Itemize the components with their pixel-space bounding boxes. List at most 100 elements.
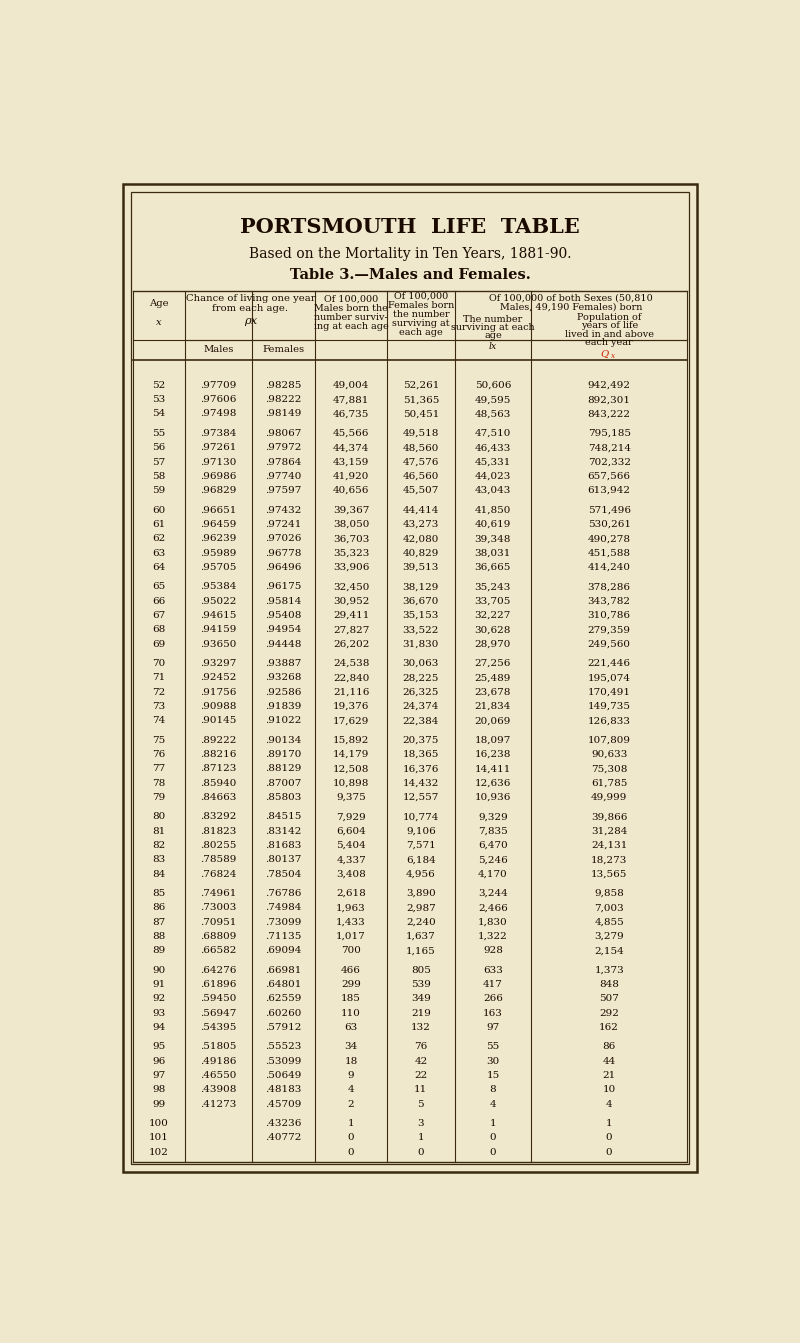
Text: 41,920: 41,920 (333, 471, 370, 481)
Text: 74: 74 (152, 716, 166, 725)
Text: 90: 90 (152, 966, 166, 975)
Text: 63: 63 (345, 1023, 358, 1031)
Text: 414,240: 414,240 (588, 563, 630, 572)
Text: .98285: .98285 (266, 381, 302, 389)
Text: .96651: .96651 (200, 506, 237, 514)
Text: 47,510: 47,510 (474, 430, 511, 438)
Text: 1,433: 1,433 (336, 917, 366, 927)
Text: .84663: .84663 (200, 792, 237, 802)
Text: 34: 34 (345, 1042, 358, 1052)
Text: .91756: .91756 (200, 688, 237, 697)
Text: .91839: .91839 (266, 702, 302, 710)
Text: 2: 2 (348, 1100, 354, 1108)
Text: 44: 44 (602, 1057, 616, 1066)
Text: 30,952: 30,952 (333, 596, 370, 606)
Text: 44,023: 44,023 (474, 471, 511, 481)
Text: 22: 22 (414, 1070, 427, 1080)
Text: 1: 1 (490, 1119, 496, 1128)
Text: 343,782: 343,782 (588, 596, 630, 606)
Text: 61,785: 61,785 (591, 779, 627, 787)
Text: 75: 75 (152, 736, 166, 745)
Text: .74961: .74961 (200, 889, 237, 898)
Text: .96175: .96175 (266, 583, 302, 591)
Text: .87123: .87123 (200, 764, 237, 774)
Text: 7,835: 7,835 (478, 827, 508, 835)
Text: 57: 57 (152, 458, 166, 466)
Text: .61896: .61896 (200, 980, 237, 988)
Text: 73: 73 (152, 702, 166, 710)
Text: 5,246: 5,246 (478, 855, 508, 865)
Text: .95384: .95384 (200, 583, 237, 591)
Text: .64801: .64801 (266, 980, 302, 988)
Text: .78504: .78504 (266, 869, 302, 878)
Text: 32,450: 32,450 (333, 583, 370, 591)
Text: 39,367: 39,367 (333, 506, 370, 514)
Text: 83: 83 (152, 855, 166, 865)
Text: 16,238: 16,238 (474, 751, 511, 759)
Text: 613,942: 613,942 (588, 486, 630, 496)
Text: 700: 700 (341, 947, 361, 955)
Text: 88: 88 (152, 932, 166, 941)
Text: 46,735: 46,735 (333, 410, 370, 419)
Text: 26,325: 26,325 (402, 688, 439, 697)
Text: 54: 54 (152, 410, 166, 419)
Text: .56947: .56947 (200, 1009, 237, 1018)
Text: 3,890: 3,890 (406, 889, 436, 898)
Text: 2,618: 2,618 (336, 889, 366, 898)
Text: 2,466: 2,466 (478, 904, 508, 912)
Text: .88129: .88129 (266, 764, 302, 774)
Text: 45,331: 45,331 (474, 458, 511, 466)
Text: 6,604: 6,604 (336, 827, 366, 835)
Text: 4,855: 4,855 (594, 917, 624, 927)
Text: 10,898: 10,898 (333, 779, 370, 787)
Text: 46,560: 46,560 (402, 471, 439, 481)
Text: 848: 848 (599, 980, 619, 988)
Text: .46550: .46550 (200, 1070, 237, 1080)
Text: 702,332: 702,332 (588, 458, 630, 466)
Text: 349: 349 (411, 994, 430, 1003)
Text: 42,080: 42,080 (402, 535, 439, 544)
Text: 163: 163 (483, 1009, 503, 1018)
Text: 14,179: 14,179 (333, 751, 370, 759)
Text: 4,170: 4,170 (478, 869, 508, 878)
Text: 33,705: 33,705 (474, 596, 511, 606)
Text: 91: 91 (152, 980, 166, 988)
Text: 30: 30 (486, 1057, 499, 1066)
Text: 76: 76 (414, 1042, 427, 1052)
Text: .97026: .97026 (266, 535, 302, 544)
Text: surviving at: surviving at (392, 320, 450, 328)
Text: 843,222: 843,222 (588, 410, 630, 419)
Text: .97740: .97740 (266, 471, 302, 481)
Text: .98222: .98222 (266, 395, 302, 404)
Text: 90,633: 90,633 (591, 751, 627, 759)
Text: x: x (156, 318, 162, 328)
Text: 7,003: 7,003 (594, 904, 624, 912)
Text: 86: 86 (152, 904, 166, 912)
Text: 9,858: 9,858 (594, 889, 624, 898)
Text: 36,703: 36,703 (333, 535, 370, 544)
Text: 0: 0 (490, 1148, 496, 1156)
Text: .89170: .89170 (266, 751, 302, 759)
Text: .90145: .90145 (200, 716, 237, 725)
Text: 5,404: 5,404 (336, 841, 366, 850)
Text: 43,159: 43,159 (333, 458, 370, 466)
Text: 1,017: 1,017 (336, 932, 366, 941)
Text: .45709: .45709 (266, 1100, 302, 1108)
Text: .85940: .85940 (200, 779, 237, 787)
Text: 47,576: 47,576 (402, 458, 439, 466)
Text: .74984: .74984 (266, 904, 302, 912)
Text: 52: 52 (152, 381, 166, 389)
Text: each year: each year (586, 338, 633, 348)
Text: 36,670: 36,670 (402, 596, 439, 606)
Text: 162: 162 (599, 1023, 619, 1031)
Text: 657,566: 657,566 (588, 471, 630, 481)
Text: .97864: .97864 (266, 458, 302, 466)
Text: .85803: .85803 (266, 792, 302, 802)
Text: 6,470: 6,470 (478, 841, 508, 850)
Text: 70: 70 (152, 659, 166, 669)
Text: .55523: .55523 (266, 1042, 302, 1052)
Text: 633: 633 (483, 966, 503, 975)
Text: 48,560: 48,560 (402, 443, 439, 453)
Text: 43,043: 43,043 (474, 486, 511, 496)
Text: 22,840: 22,840 (333, 673, 370, 682)
